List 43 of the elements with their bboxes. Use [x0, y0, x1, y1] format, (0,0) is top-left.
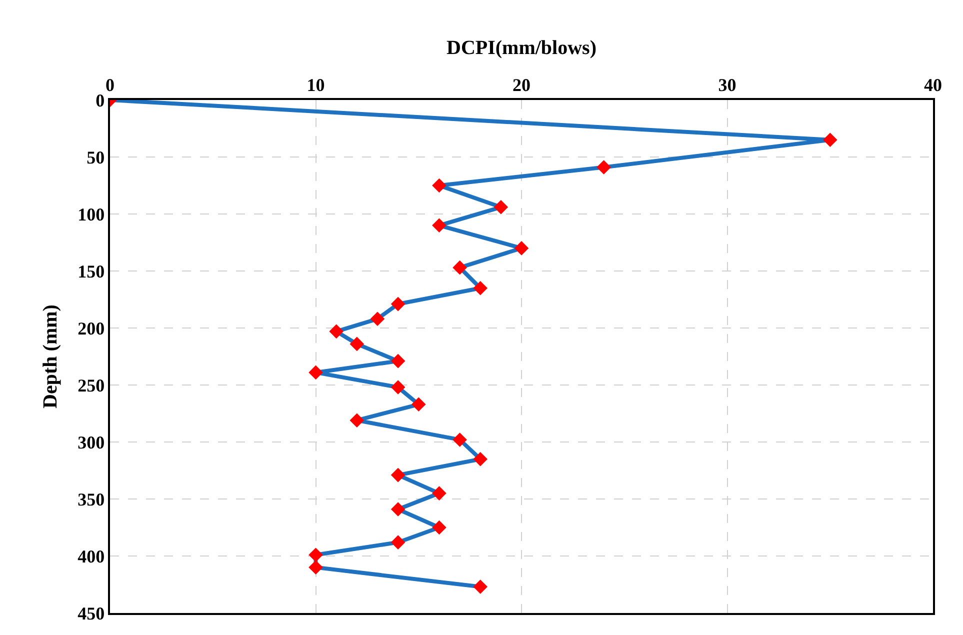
point [473, 280, 488, 296]
point [473, 580, 488, 594]
y-tick-label: 400 [78, 546, 105, 566]
point [390, 354, 406, 368]
point [432, 178, 446, 193]
point [494, 200, 508, 214]
y-tick-label: 50 [86, 147, 105, 168]
x-axis-title: DCPI(mm/blows) [446, 37, 596, 60]
point [308, 560, 323, 575]
y-tick-label: 200 [78, 318, 105, 338]
point [390, 296, 406, 312]
y-tick-label: 250 [78, 375, 105, 396]
point [370, 312, 385, 326]
point [473, 452, 488, 466]
y-tick-label: 350 [78, 489, 105, 510]
x-tick-label: 20 [512, 75, 530, 96]
y-tick-label: 150 [78, 261, 105, 282]
point [390, 380, 406, 394]
x-tick-label: 10 [306, 75, 325, 96]
point [329, 324, 344, 339]
y-tick-label: 300 [78, 432, 105, 452]
point [350, 336, 364, 352]
point [411, 397, 426, 412]
point [596, 160, 611, 174]
x-tick-label: 30 [718, 75, 736, 96]
point [390, 535, 406, 550]
point [390, 468, 406, 482]
point [452, 260, 467, 275]
point [308, 548, 323, 562]
point [308, 365, 323, 380]
point [822, 132, 838, 148]
y-tick-label: 450 [78, 603, 105, 624]
point [432, 486, 446, 500]
point [432, 218, 446, 233]
x-tick-label: 40 [924, 75, 942, 96]
y-tick-label: 0 [96, 90, 105, 110]
point [514, 241, 529, 256]
y-axis-title: Depth (mm) [40, 304, 62, 408]
point [432, 520, 446, 535]
point [452, 432, 467, 447]
point [390, 502, 406, 516]
point [350, 413, 364, 428]
y-tick-label: 100 [78, 204, 105, 224]
